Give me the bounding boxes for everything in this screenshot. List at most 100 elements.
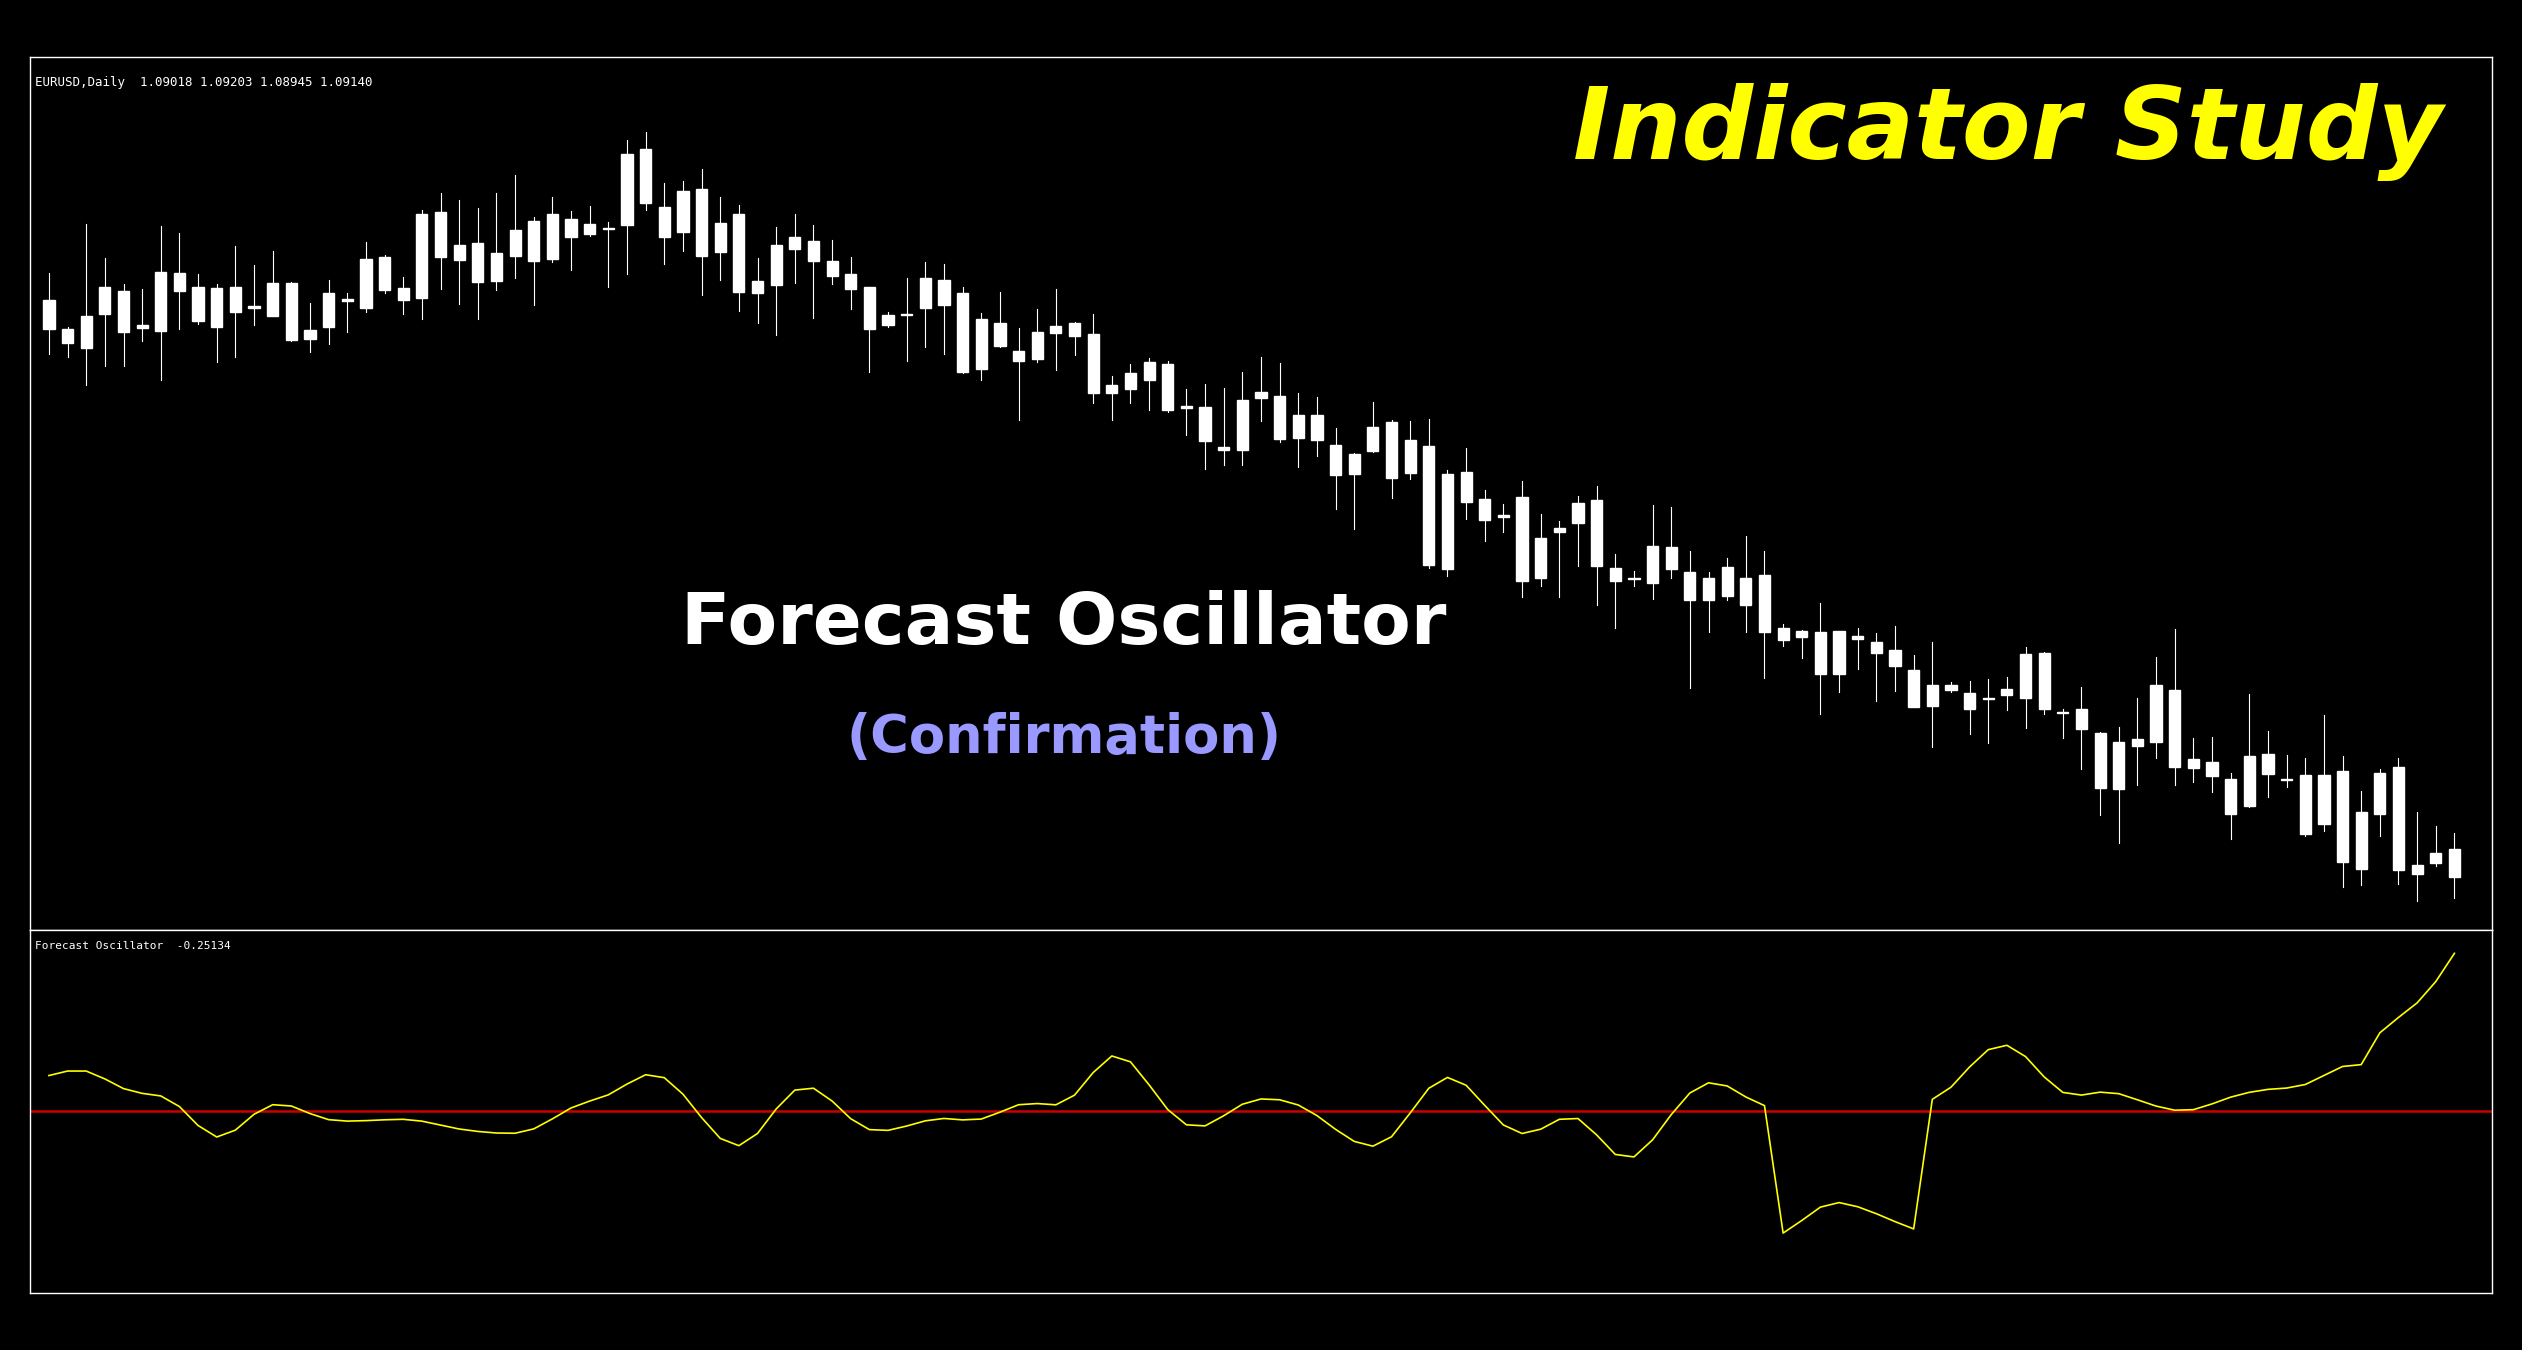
Bar: [2300, 775, 2310, 834]
Bar: [1965, 693, 1975, 710]
Bar: [1516, 497, 1528, 580]
Bar: [2356, 813, 2366, 869]
Bar: [658, 207, 671, 236]
Bar: [1740, 578, 1750, 605]
Bar: [285, 282, 298, 340]
Bar: [1609, 568, 1622, 582]
Bar: [2431, 853, 2441, 863]
Bar: [1833, 630, 1844, 674]
Bar: [63, 328, 73, 343]
Bar: [1256, 392, 1266, 398]
Bar: [1536, 537, 1546, 578]
Bar: [1069, 323, 1079, 336]
Bar: [416, 213, 426, 298]
Bar: [2262, 753, 2272, 774]
Text: Forecast Oscillator: Forecast Oscillator: [681, 590, 1448, 659]
Bar: [2187, 759, 2199, 768]
Bar: [98, 286, 111, 313]
Bar: [527, 221, 540, 262]
Bar: [2373, 774, 2386, 814]
Bar: [1889, 649, 1902, 667]
Bar: [2318, 775, 2330, 824]
Bar: [434, 212, 446, 258]
Bar: [1125, 374, 1135, 389]
Bar: [509, 230, 520, 256]
Text: Forecast Oscillator  -0.25134: Forecast Oscillator -0.25134: [35, 941, 232, 950]
Bar: [1031, 332, 1042, 359]
Bar: [1460, 471, 1473, 502]
Bar: [1180, 406, 1193, 408]
Bar: [2038, 652, 2050, 709]
Bar: [827, 261, 837, 275]
Bar: [2002, 688, 2013, 695]
Bar: [1163, 364, 1173, 410]
Bar: [620, 154, 633, 224]
Text: EURUSD,Daily  1.09018 1.09203 1.08945 1.09140: EURUSD,Daily 1.09018 1.09203 1.08945 1.0…: [35, 76, 373, 89]
Bar: [772, 246, 782, 285]
Bar: [714, 223, 726, 252]
Bar: [136, 325, 149, 328]
Bar: [1443, 474, 1453, 570]
Bar: [641, 148, 651, 202]
Bar: [994, 324, 1006, 346]
Bar: [1909, 670, 1919, 706]
Bar: [956, 293, 968, 371]
Bar: [2393, 767, 2403, 871]
Bar: [2169, 690, 2182, 767]
Bar: [938, 279, 951, 305]
Bar: [1294, 414, 1304, 437]
Bar: [1498, 516, 1508, 517]
Bar: [1851, 636, 1864, 639]
Bar: [192, 286, 204, 321]
Bar: [2411, 865, 2424, 873]
Bar: [1274, 396, 1286, 439]
Bar: [2151, 684, 2161, 741]
Bar: [1554, 528, 1566, 532]
Bar: [1758, 575, 1770, 632]
Bar: [1049, 327, 1062, 332]
Bar: [230, 288, 242, 312]
Bar: [678, 190, 689, 232]
Bar: [1629, 578, 1639, 579]
Bar: [1871, 643, 1881, 653]
Bar: [174, 274, 184, 290]
Bar: [1796, 630, 1808, 637]
Bar: [1218, 447, 1228, 451]
Bar: [1647, 545, 1657, 583]
Bar: [1107, 385, 1117, 393]
Bar: [921, 278, 931, 308]
Bar: [43, 300, 55, 329]
Bar: [547, 213, 557, 259]
Bar: [976, 320, 986, 369]
Bar: [734, 215, 744, 292]
Bar: [1236, 400, 1248, 450]
Bar: [1087, 333, 1100, 393]
Bar: [845, 274, 857, 289]
Bar: [2338, 771, 2348, 861]
Bar: [454, 244, 464, 261]
Bar: [1349, 454, 1359, 474]
Bar: [1480, 500, 1491, 520]
Bar: [865, 288, 875, 329]
Bar: [361, 259, 371, 308]
Bar: [1571, 504, 1584, 524]
Bar: [1405, 440, 1415, 474]
Bar: [807, 242, 820, 261]
Bar: [398, 289, 409, 300]
Bar: [1778, 629, 1788, 640]
Bar: [378, 256, 391, 290]
Bar: [119, 292, 129, 332]
Bar: [1702, 578, 1715, 599]
Bar: [1422, 447, 1435, 566]
Bar: [1329, 446, 1342, 475]
Bar: [752, 281, 764, 293]
Bar: [585, 224, 595, 234]
Bar: [1014, 351, 1024, 362]
Bar: [1200, 408, 1211, 441]
Bar: [1816, 632, 1826, 674]
Bar: [267, 284, 277, 316]
Bar: [472, 243, 484, 282]
Bar: [340, 298, 353, 301]
Bar: [565, 220, 578, 238]
Bar: [492, 252, 502, 281]
